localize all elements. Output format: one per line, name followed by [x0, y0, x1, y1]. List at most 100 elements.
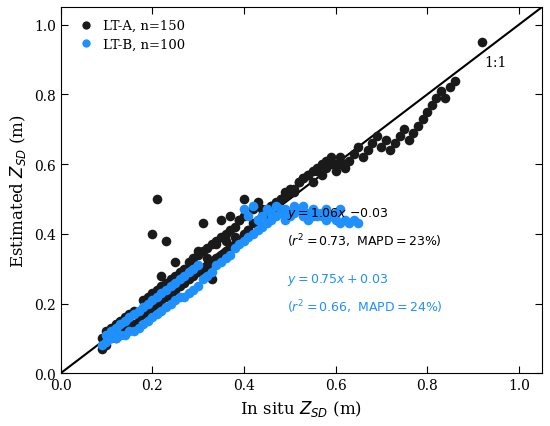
Point — [134, 308, 143, 314]
Point — [294, 179, 303, 186]
Point — [258, 213, 267, 220]
Point — [148, 290, 157, 297]
Point — [194, 252, 202, 259]
Point — [340, 161, 349, 168]
Point — [157, 297, 166, 304]
Point — [377, 144, 386, 151]
Point — [349, 217, 358, 224]
Point — [198, 266, 207, 273]
Point — [290, 203, 299, 210]
Point — [244, 227, 253, 234]
Point — [175, 269, 184, 276]
Point — [244, 227, 253, 234]
Point — [207, 269, 216, 276]
Point — [244, 213, 253, 220]
Point — [139, 297, 147, 304]
Point — [317, 213, 326, 220]
Point — [184, 290, 193, 297]
Point — [368, 141, 377, 147]
Point — [111, 335, 120, 342]
Point — [409, 130, 418, 137]
Point — [290, 186, 299, 193]
Point — [336, 221, 344, 227]
Point — [217, 217, 226, 224]
Point — [198, 248, 207, 255]
Text: $y = 1.06x\ {-}0.03$: $y = 1.06x\ {-}0.03$ — [287, 205, 388, 222]
Point — [111, 321, 120, 328]
Point — [235, 241, 244, 248]
Point — [308, 168, 317, 175]
Point — [152, 311, 161, 318]
Point — [249, 207, 257, 213]
Point — [354, 144, 363, 151]
Point — [267, 203, 276, 210]
Point — [400, 127, 409, 133]
Point — [102, 339, 111, 345]
Point — [427, 102, 436, 109]
Point — [170, 279, 179, 286]
Point — [304, 172, 312, 178]
Point — [272, 200, 280, 207]
Point — [331, 161, 340, 168]
X-axis label: In situ $Z_{SD}$ (m): In situ $Z_{SD}$ (m) — [240, 398, 362, 417]
Point — [170, 259, 179, 265]
Point — [116, 332, 125, 339]
Point — [120, 332, 129, 339]
Point — [107, 335, 116, 342]
Point — [212, 255, 221, 262]
Point — [111, 325, 120, 331]
Point — [162, 287, 170, 294]
Point — [125, 328, 134, 335]
Y-axis label: Estimated $Z_{SD}$ (m): Estimated $Z_{SD}$ (m) — [8, 114, 29, 268]
Point — [322, 217, 331, 224]
Point — [170, 273, 179, 279]
Point — [166, 290, 175, 297]
Point — [239, 207, 248, 213]
Point — [226, 213, 234, 220]
Point — [189, 266, 198, 273]
Point — [262, 221, 271, 227]
Point — [331, 217, 340, 224]
Point — [313, 168, 322, 175]
Point — [189, 273, 198, 279]
Point — [258, 207, 267, 213]
Point — [478, 40, 487, 46]
Point — [336, 207, 344, 213]
Point — [166, 294, 175, 300]
Point — [285, 189, 294, 196]
Legend: LT-A, n=150, LT-B, n=100: LT-A, n=150, LT-B, n=100 — [67, 15, 190, 57]
Point — [217, 252, 226, 259]
Point — [180, 273, 189, 279]
Point — [327, 154, 336, 161]
Point — [203, 273, 212, 279]
Point — [437, 88, 446, 95]
Point — [441, 95, 450, 102]
Point — [299, 175, 308, 182]
Point — [148, 304, 157, 311]
Text: $(r^2 = 0.73,\ \mathrm{MAPD} = 23\%)$: $(r^2 = 0.73,\ \mathrm{MAPD} = 23\%)$ — [287, 232, 442, 249]
Point — [239, 213, 248, 220]
Point — [322, 165, 331, 172]
Point — [363, 147, 372, 154]
Text: 1:1: 1:1 — [484, 56, 507, 70]
Point — [203, 245, 212, 252]
Point — [116, 321, 125, 328]
Point — [125, 311, 134, 318]
Point — [280, 207, 289, 213]
Point — [125, 314, 134, 321]
Point — [267, 203, 276, 210]
Point — [162, 294, 170, 300]
Point — [280, 189, 289, 196]
Point — [404, 137, 413, 144]
Point — [372, 133, 381, 140]
Point — [359, 154, 367, 161]
Point — [189, 287, 198, 294]
Point — [230, 234, 239, 241]
Point — [285, 210, 294, 217]
Point — [194, 248, 202, 255]
Text: $y = 0.75x + 0.03$: $y = 0.75x + 0.03$ — [287, 271, 388, 287]
Point — [97, 342, 106, 349]
Point — [230, 245, 239, 252]
Point — [175, 276, 184, 283]
Point — [102, 328, 111, 335]
